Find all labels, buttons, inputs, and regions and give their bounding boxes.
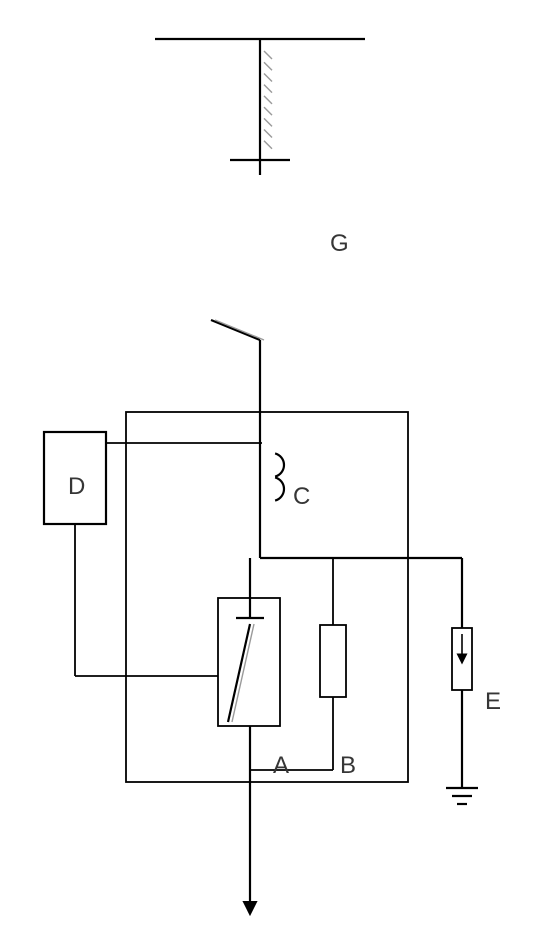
circuit-diagram	[0, 0, 553, 949]
